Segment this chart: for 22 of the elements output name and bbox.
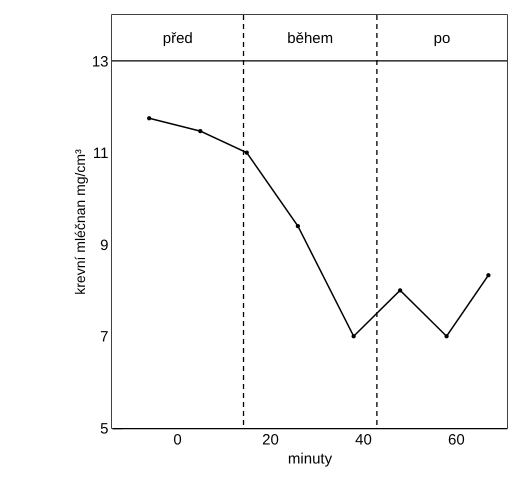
band-label: během	[287, 30, 334, 47]
point	[296, 224, 300, 228]
point	[444, 334, 449, 338]
y-tick-label: 5	[100, 420, 108, 438]
x-axis-title: minuty	[288, 450, 333, 468]
y-tick-label: 13	[92, 53, 108, 70]
band-label: po	[434, 30, 450, 47]
x-tick-label: 60	[448, 432, 465, 448]
point	[244, 150, 249, 155]
point	[147, 116, 152, 120]
point	[486, 273, 491, 278]
x-tick-label: 0	[173, 432, 182, 448]
y-tick-label: 7	[100, 328, 108, 346]
point	[398, 288, 402, 292]
y-tick-label: 9	[100, 236, 108, 254]
y-axis-title: krevní mléčnan mg/cm³	[72, 148, 88, 295]
x-tick-label: 40	[355, 432, 372, 448]
y-tick-label: 11	[92, 145, 108, 162]
band-label: před	[162, 30, 193, 47]
point	[352, 334, 356, 338]
x-tick-label: 20	[262, 432, 279, 448]
point	[198, 128, 202, 134]
